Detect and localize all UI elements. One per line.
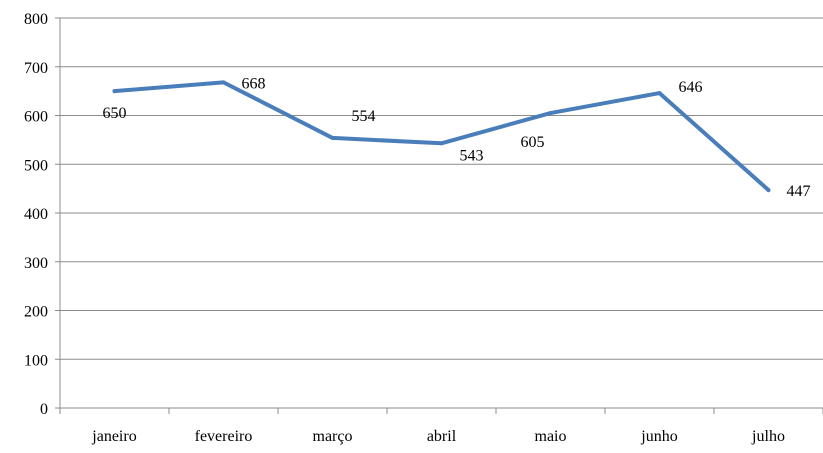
y-tick-label: 700 <box>24 60 48 77</box>
gridlines <box>60 17 823 360</box>
y-tick-label: 300 <box>24 255 48 272</box>
data-label: 605 <box>521 134 545 151</box>
y-tick-label: 600 <box>24 109 48 126</box>
series <box>112 80 771 193</box>
data-point <box>112 89 117 94</box>
series-line <box>112 80 771 193</box>
y-tick-label: 400 <box>24 206 48 223</box>
x-tick-label: março <box>313 428 353 445</box>
data-point <box>330 135 335 140</box>
y-tick-label: 100 <box>24 352 48 369</box>
y-tick-label: 0 <box>40 401 48 418</box>
data-point <box>439 141 444 146</box>
x-tick-label: fevereiro <box>195 428 253 445</box>
data-point <box>221 80 226 85</box>
x-tick-label: junho <box>640 428 677 445</box>
data-point <box>548 111 553 116</box>
data-label: 543 <box>460 147 484 164</box>
data-label: 554 <box>352 108 376 125</box>
data-label: 668 <box>242 75 266 92</box>
data-point <box>657 91 662 96</box>
y-tick-label: 800 <box>24 11 48 28</box>
x-tick-label: abril <box>427 428 457 445</box>
axes <box>55 17 823 414</box>
x-tick-label: janeiro <box>91 428 136 445</box>
y-tick-label: 200 <box>24 304 48 321</box>
data-point <box>766 188 771 193</box>
y-axis-tick-labels: 0 100 200 300 400 500 600 700 800 <box>24 11 48 418</box>
y-tick-label: 500 <box>24 157 48 174</box>
x-axis-tick-labels: janeiro fevereiro março abril maio junho julho <box>91 428 785 445</box>
data-label: 650 <box>103 105 127 122</box>
data-label: 646 <box>679 79 703 96</box>
data-label: 447 <box>787 183 811 200</box>
x-tick-label: julho <box>751 428 785 445</box>
x-tick-label: maio <box>535 428 567 445</box>
data-labels: 650 668 554 543 605 646 447 <box>103 75 811 200</box>
